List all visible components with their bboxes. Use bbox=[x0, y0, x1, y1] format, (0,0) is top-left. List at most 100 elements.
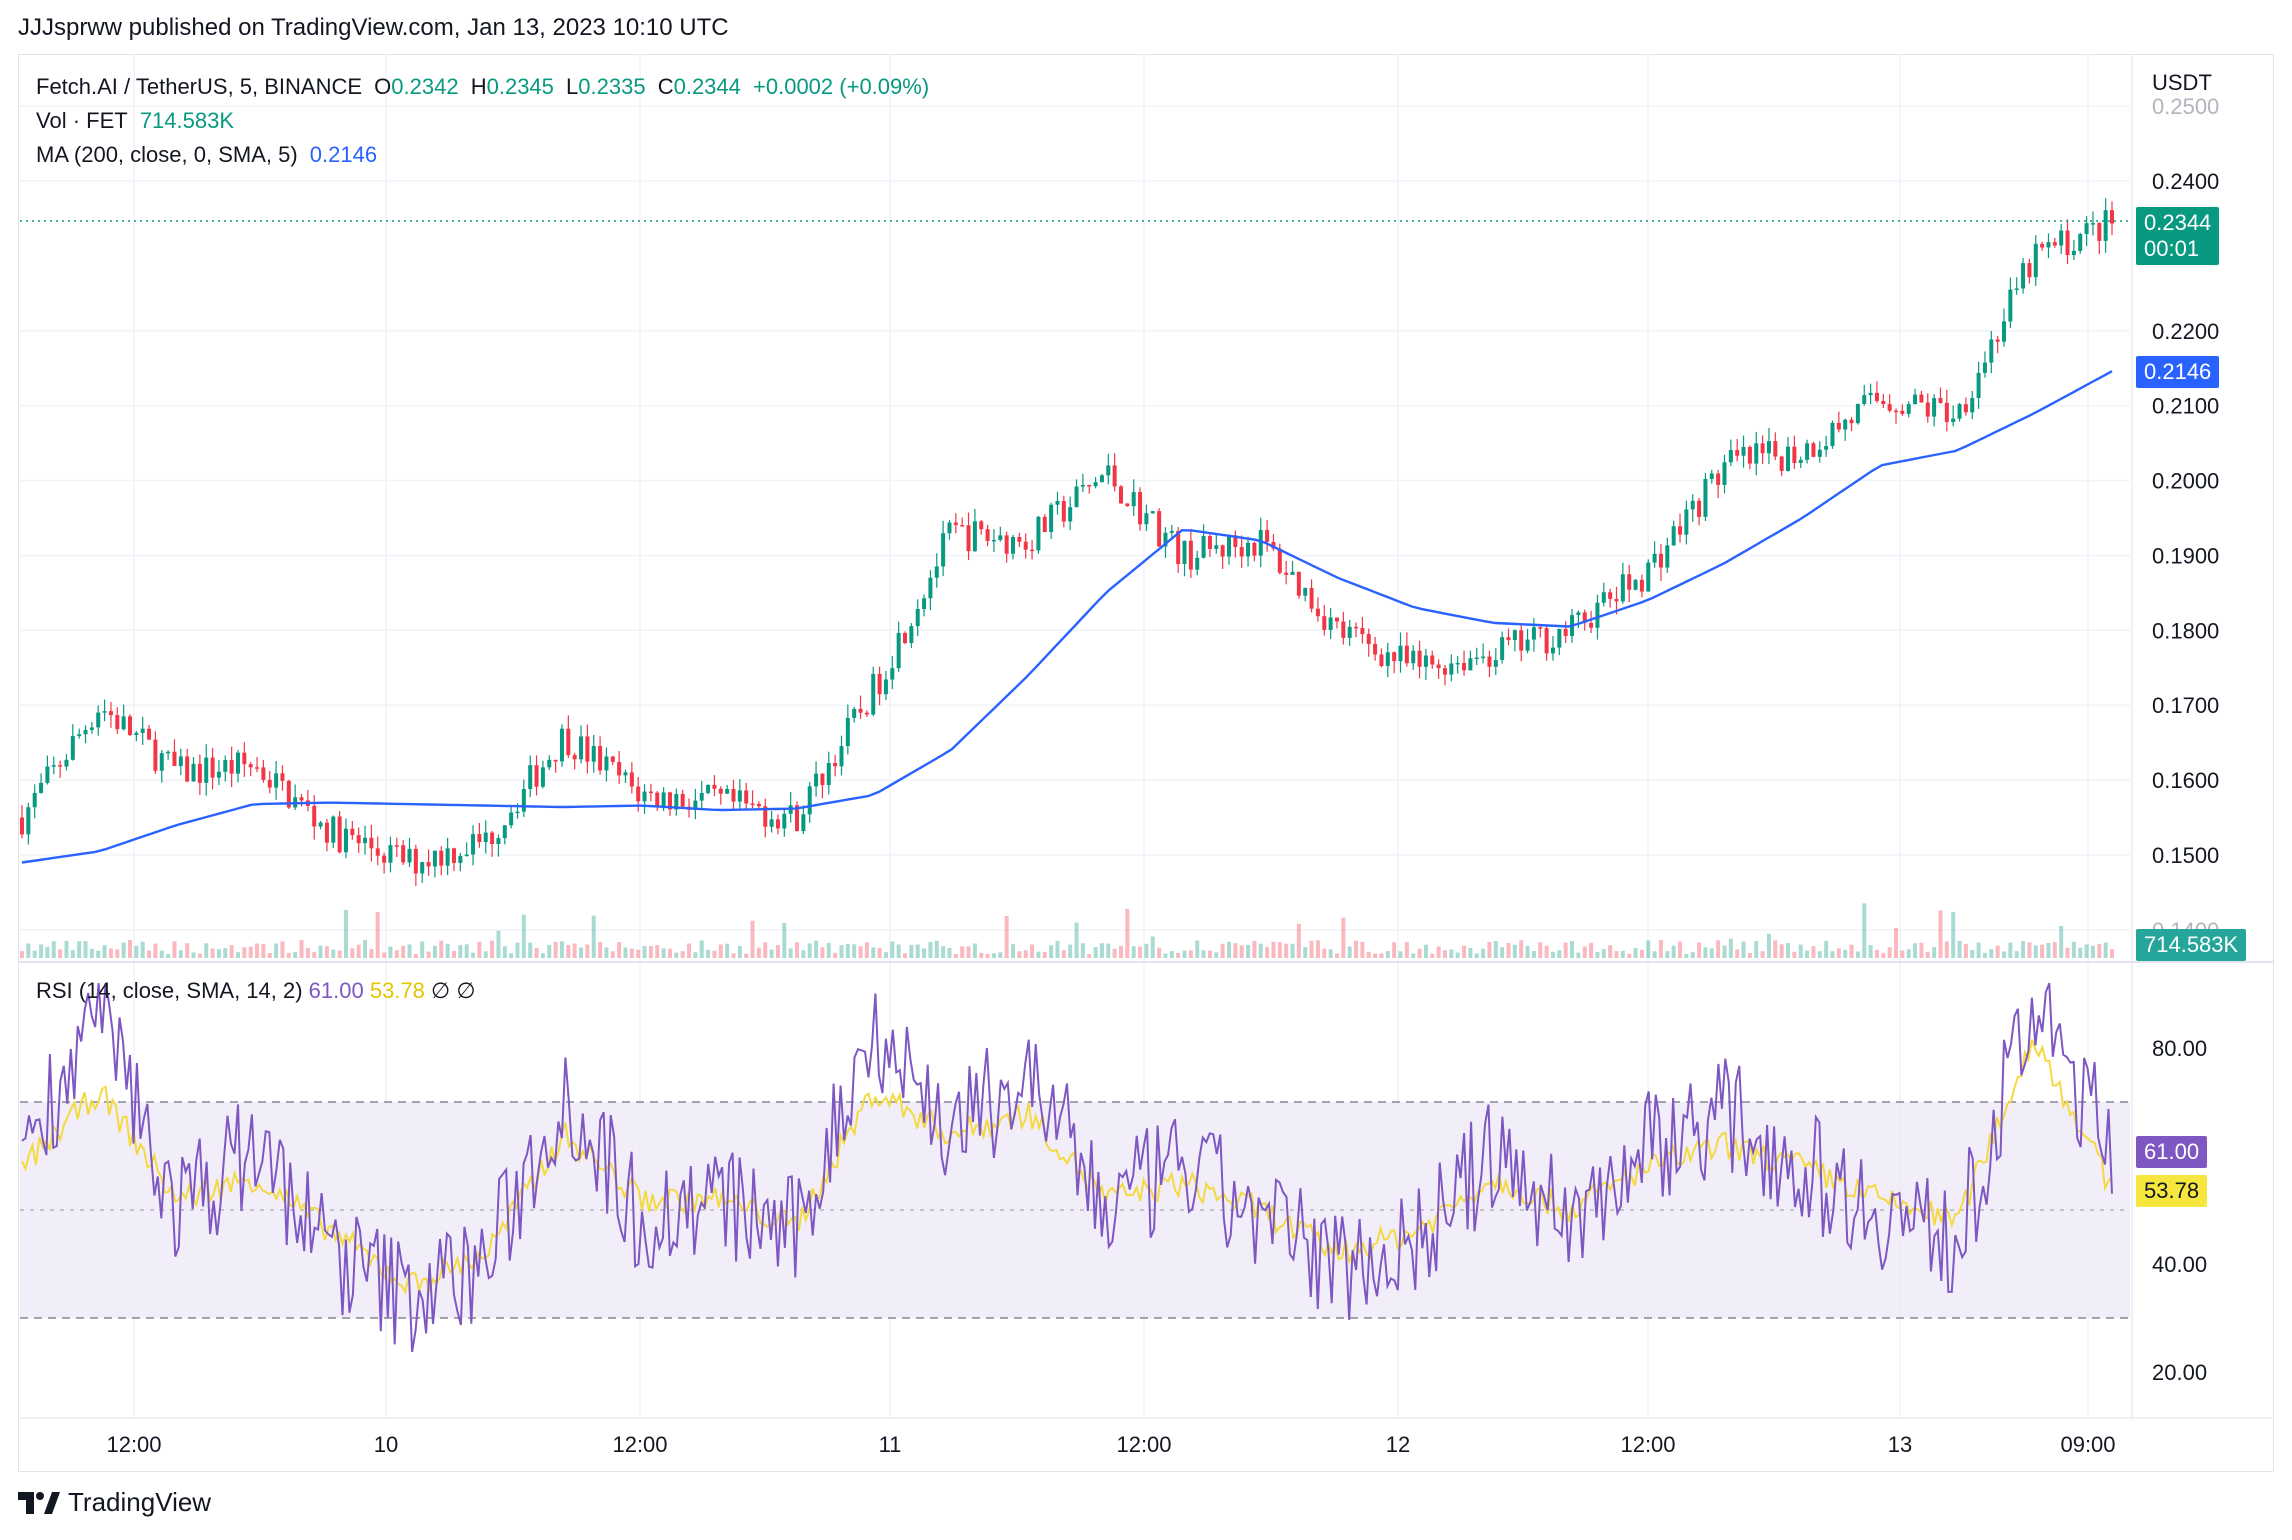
candle-body bbox=[140, 728, 145, 733]
volume-bar bbox=[89, 948, 94, 958]
candle-body bbox=[1385, 652, 1390, 666]
volume-bar bbox=[864, 942, 869, 958]
volume-bar bbox=[1474, 953, 1479, 958]
candle-body bbox=[1678, 526, 1683, 535]
volume-bar bbox=[1570, 941, 1575, 958]
volume-bar bbox=[1379, 953, 1384, 958]
ma-label[interactable]: MA (200, close, 0, SMA, 5) bbox=[36, 142, 298, 167]
candle-body bbox=[445, 848, 450, 866]
volume-bar bbox=[1290, 943, 1295, 958]
candle-body bbox=[153, 739, 158, 771]
volume-bar bbox=[439, 940, 444, 958]
candle-body bbox=[1220, 545, 1225, 557]
rsi-tick-label: 20.00 bbox=[2152, 1360, 2207, 1385]
candle-body bbox=[2033, 243, 2038, 278]
candle-body bbox=[223, 760, 228, 772]
candle-body bbox=[833, 762, 838, 767]
candle-body bbox=[1366, 634, 1371, 645]
candle-body bbox=[1373, 644, 1378, 655]
volume-bar bbox=[223, 948, 228, 958]
volume-bar bbox=[1811, 946, 1816, 958]
candle-body bbox=[477, 834, 482, 843]
candle-body bbox=[2084, 223, 2089, 235]
volume-bar bbox=[172, 941, 177, 958]
candle-body bbox=[451, 848, 456, 863]
volume-bar bbox=[1303, 947, 1308, 958]
candle-body bbox=[1836, 422, 1841, 430]
volume-bar bbox=[229, 945, 234, 958]
candle-body bbox=[394, 845, 399, 847]
time-axis[interactable]: 12:00 10 12:00 11 12:00 12 12:00 13 09:00 bbox=[106, 1432, 2115, 1457]
volume-label[interactable]: Vol · FET bbox=[36, 108, 128, 133]
time-tick-label: 13 bbox=[1888, 1432, 1912, 1457]
candle-body bbox=[1074, 486, 1079, 508]
candle-body bbox=[680, 793, 685, 807]
volume-bar bbox=[1849, 944, 1854, 958]
candle-body bbox=[235, 752, 240, 774]
volume-bar bbox=[1805, 950, 1810, 958]
currency-label[interactable]: USDT bbox=[2152, 70, 2212, 95]
volume-bar bbox=[547, 945, 552, 958]
candle-body bbox=[1423, 655, 1428, 667]
rsi-axis[interactable]: 80.00 40.00 20.00 bbox=[2152, 1036, 2207, 1385]
candle-body bbox=[1525, 639, 1530, 651]
candle-body bbox=[350, 828, 355, 836]
candle-body bbox=[845, 717, 850, 747]
volume-bar bbox=[934, 940, 939, 958]
volume-bar bbox=[382, 952, 387, 958]
volume-bar bbox=[1506, 942, 1511, 958]
candle-body bbox=[1512, 630, 1517, 641]
volume-bar bbox=[896, 944, 901, 958]
volume-bar bbox=[1442, 950, 1447, 958]
volume-bar bbox=[375, 912, 380, 958]
published-text: JJJsprww published on TradingView.com, J… bbox=[18, 14, 729, 41]
time-tick-label: 12:00 bbox=[612, 1432, 667, 1457]
candle-body bbox=[1938, 398, 1943, 403]
candle-body bbox=[426, 862, 431, 867]
candle-body bbox=[883, 679, 888, 695]
volume-bar bbox=[166, 953, 171, 958]
volume-bar bbox=[1728, 938, 1733, 958]
candle-body bbox=[712, 784, 717, 789]
candle-body bbox=[39, 782, 44, 793]
candle-body bbox=[1805, 443, 1810, 460]
volume-bar bbox=[70, 950, 75, 958]
rsi-tick-label: 80.00 bbox=[2152, 1036, 2207, 1061]
rsi-legend: RSI (14, close, SMA, 14, 2) 61.00 53.78 … bbox=[36, 978, 476, 1004]
volume-bar bbox=[159, 950, 164, 958]
rsi-line bbox=[21, 982, 2113, 1353]
candle-body bbox=[1716, 473, 1721, 485]
candle-body bbox=[1157, 511, 1162, 547]
candle-body bbox=[801, 814, 806, 832]
volume-bar bbox=[185, 943, 190, 958]
volume-bar bbox=[1023, 950, 1028, 958]
volume-bar bbox=[839, 945, 844, 958]
volume-bar bbox=[1836, 948, 1841, 958]
candle-body bbox=[1436, 664, 1441, 669]
volume-bar bbox=[1500, 947, 1505, 958]
candle-body bbox=[1061, 500, 1066, 522]
rsi-label[interactable]: RSI (14, close, SMA, 14, 2) bbox=[36, 978, 303, 1003]
volume-bar bbox=[966, 946, 971, 958]
candle-body bbox=[1360, 628, 1365, 635]
tradingview-logo[interactable]: TradingView bbox=[18, 1487, 211, 1518]
volume-bar bbox=[299, 940, 304, 958]
candle-body bbox=[159, 753, 164, 771]
candle-body bbox=[1550, 647, 1555, 654]
volume-bar bbox=[1938, 910, 1943, 958]
volume-row: Vol · FET 714.583K bbox=[36, 104, 935, 138]
candle-body bbox=[407, 848, 412, 863]
candle-body bbox=[2097, 223, 2102, 241]
volume-bar bbox=[1049, 945, 1054, 958]
volume-bar bbox=[737, 946, 742, 958]
rsi-tag: 61.00 bbox=[2136, 1136, 2208, 1168]
volume-bar bbox=[699, 940, 704, 958]
volume-bar bbox=[1258, 943, 1263, 958]
volume-bar bbox=[1582, 946, 1587, 958]
open-label: O bbox=[374, 74, 392, 99]
volume-bar bbox=[26, 943, 31, 958]
volume-bar bbox=[725, 943, 730, 958]
symbol-label[interactable]: Fetch.AI / TetherUS, 5, BINANCE bbox=[36, 74, 363, 99]
volume-bar bbox=[674, 952, 679, 958]
